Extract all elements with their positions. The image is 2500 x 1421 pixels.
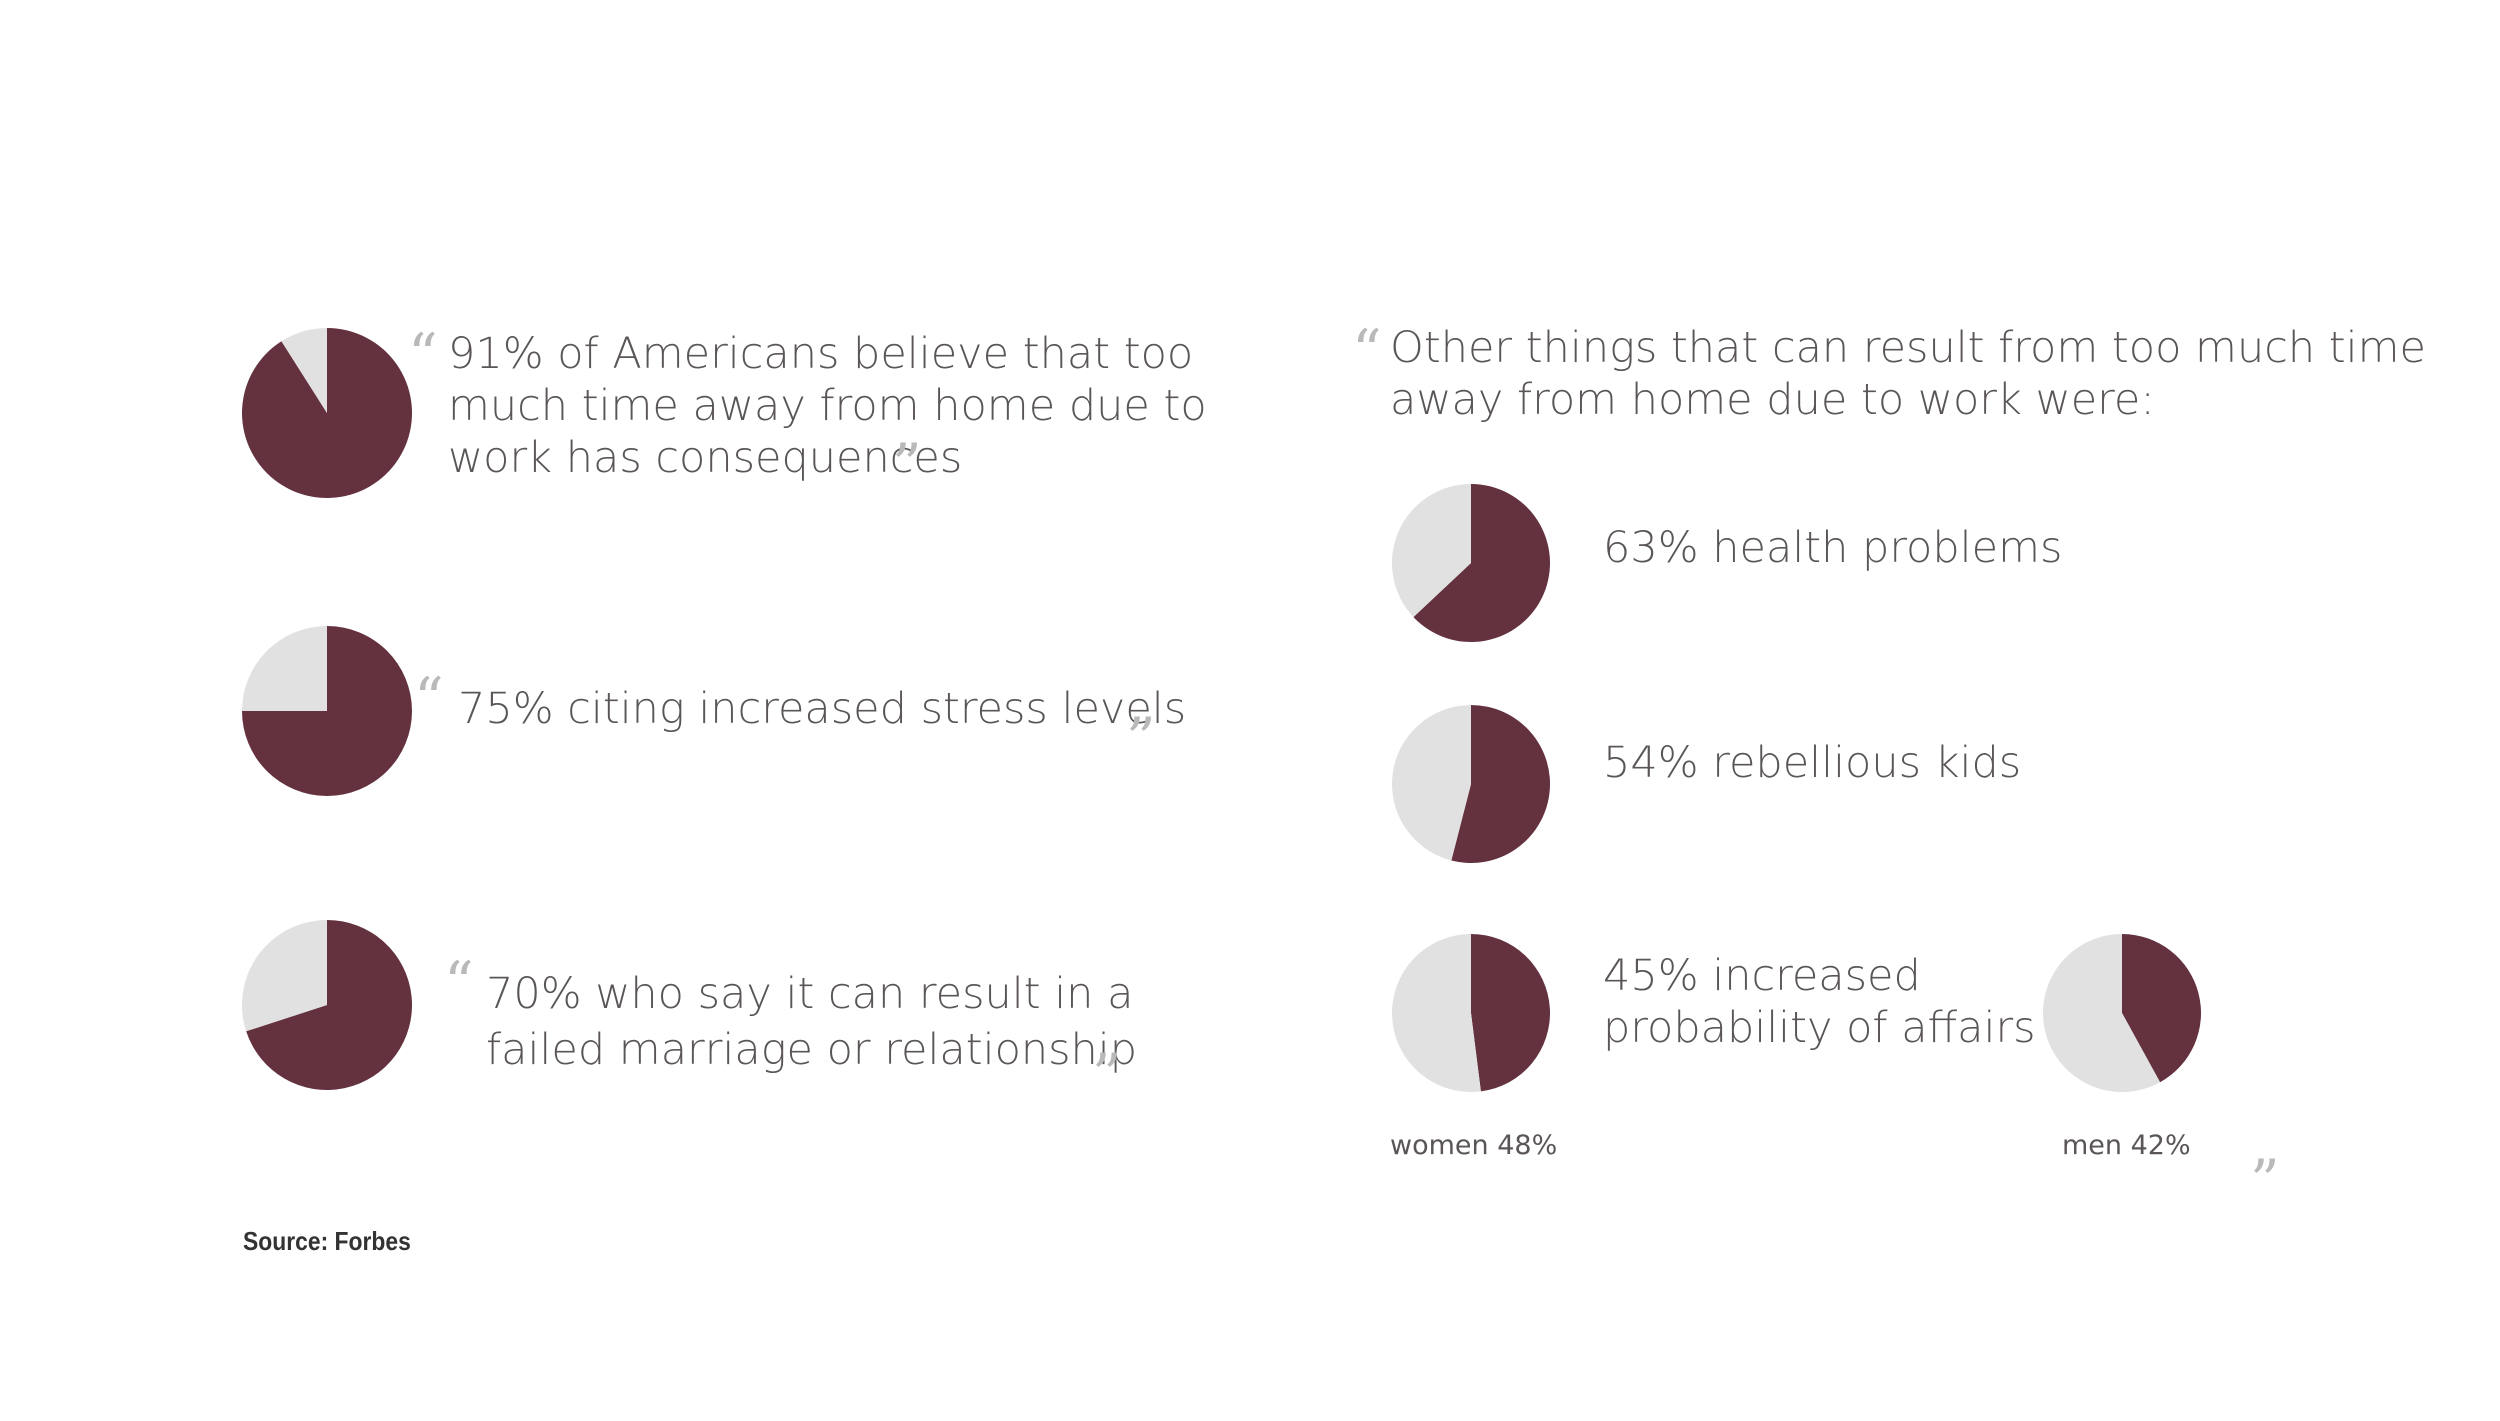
open-quote-icon: “ (1352, 317, 1382, 385)
men-label: men 42% (2062, 1130, 2191, 1161)
close-quote-icon: ” (1092, 1041, 1122, 1109)
pie-slice-stress-1 (242, 626, 327, 711)
women-label: women 48% (1390, 1130, 1558, 1161)
pie-slice-consequences-1 (281, 328, 327, 413)
stat-marriage-line1: 70% who say it can result in a (486, 969, 1134, 1019)
close-quote-icon: ” (1126, 705, 1156, 773)
pie-slice-marriage-1 (242, 920, 327, 1032)
close-quote-icon: ” (2250, 1147, 2280, 1215)
intro-text: Other things that can result from too mu… (1390, 322, 2426, 426)
open-quote-icon: “ (414, 665, 444, 733)
pie-women (1392, 934, 1551, 1092)
pie-slice-men-1 (2043, 934, 2161, 1092)
stat-consequences-line3-text: work has consequences (448, 433, 963, 483)
stat-marriage: 70% who say it can result in a failed ma… (486, 966, 1137, 1078)
pie-men (2043, 934, 2201, 1092)
pie-kids (1392, 705, 1550, 863)
stat-consequences-line2: much time away from home due to (448, 381, 1207, 431)
stat-kids: 54% rebellious kids (1603, 738, 2022, 788)
pie-slice-kids-1 (1392, 705, 1471, 861)
stat-stress: 75% citing increased stress levels (458, 684, 1187, 734)
open-quote-icon: “ (408, 321, 438, 389)
intro-line1: Other things that can result from too mu… (1390, 323, 2426, 373)
stat-consequences-line3: work has consequences (448, 432, 1207, 484)
stat-health: 63% health problems (1603, 523, 2063, 573)
pie-marriage (242, 920, 412, 1090)
pie-slice-men-0 (2122, 934, 2201, 1083)
stat-affairs: 45% increased probability of affairs (1603, 950, 2036, 1054)
stat-affairs-line1: 45% increased (1603, 951, 1921, 1001)
pie-slice-health-1 (1392, 484, 1471, 618)
stat-marriage-line2: failed marriage or relationship (486, 1025, 1138, 1075)
pie-slice-health-0 (1413, 484, 1550, 642)
stat-consequences-line1: 91% of Americans believe that too (448, 329, 1194, 379)
open-quote-icon: “ (444, 949, 474, 1017)
intro-line2: away from home due to work were: (1390, 375, 2155, 425)
pie-slice-women-1 (1392, 934, 1481, 1092)
pie-slice-women-0 (1471, 934, 1551, 1092)
pie-health (1392, 484, 1550, 642)
pie-slice-kids-0 (1451, 705, 1550, 863)
source-note: Source: Forbes (243, 1226, 411, 1256)
pie-consequences (242, 328, 412, 498)
stat-affairs-line2: probability of affairs (1603, 1003, 2036, 1053)
stat-consequences: 91% of Americans believe that too much t… (448, 328, 1207, 484)
close-quote-icon: ” (892, 431, 922, 499)
pie-stress (242, 626, 412, 796)
pie-slice-marriage-0 (246, 920, 412, 1090)
